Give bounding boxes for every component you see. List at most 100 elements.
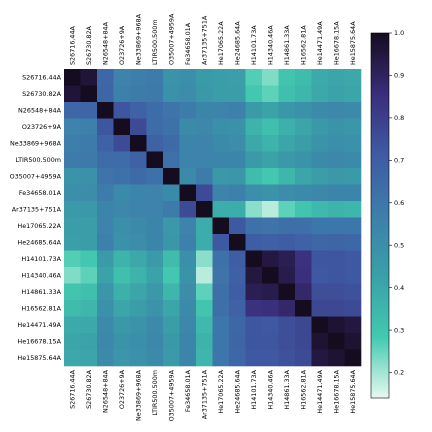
heatmap-cell bbox=[245, 168, 263, 185]
heatmap-cell bbox=[196, 201, 213, 218]
heatmap-cell bbox=[328, 250, 345, 268]
heatmap-cell bbox=[97, 283, 114, 301]
heatmap-cell bbox=[80, 69, 98, 86]
heatmap-cell bbox=[97, 151, 114, 169]
heatmap-cell bbox=[179, 234, 197, 251]
heatmap-cell bbox=[229, 267, 246, 284]
heatmap-cell bbox=[80, 85, 98, 103]
heatmap-cell bbox=[97, 168, 114, 185]
heatmap-cell bbox=[262, 283, 279, 301]
heatmap-cell bbox=[146, 300, 164, 317]
heatmap-cell bbox=[130, 118, 147, 136]
heatmap-cell bbox=[163, 234, 180, 251]
heatmap-cell bbox=[328, 300, 345, 317]
heatmap-cell bbox=[278, 283, 296, 301]
heatmap-cell bbox=[97, 135, 114, 152]
heatmap-cell bbox=[80, 283, 98, 301]
heatmap-cell bbox=[196, 300, 213, 317]
y-tick-label: O35007+4959A bbox=[10, 172, 62, 180]
heatmap-cell bbox=[146, 85, 164, 103]
heatmap-cell bbox=[179, 349, 197, 367]
x-tick-label-bottom: Fe34658.01A bbox=[184, 369, 192, 412]
heatmap-cell bbox=[328, 234, 345, 251]
heatmap-cell bbox=[196, 234, 213, 251]
heatmap-cell bbox=[229, 151, 246, 169]
heatmap-cell bbox=[179, 151, 197, 169]
heatmap-cell bbox=[64, 102, 81, 119]
heatmap-cell bbox=[328, 85, 345, 103]
heatmap-cell bbox=[113, 333, 131, 350]
heatmap-cell bbox=[80, 135, 98, 152]
heatmap-cell bbox=[229, 118, 246, 136]
heatmap-cell bbox=[130, 234, 147, 251]
heatmap-cell bbox=[80, 184, 98, 202]
heatmap-cell bbox=[245, 102, 263, 119]
heatmap-cell bbox=[196, 316, 213, 334]
heatmap-cell bbox=[328, 349, 345, 367]
heatmap-cell bbox=[130, 217, 147, 235]
heatmap-cell bbox=[146, 118, 164, 136]
heatmap-cell bbox=[80, 300, 98, 317]
heatmap-cell bbox=[311, 234, 329, 251]
heatmap-cell bbox=[344, 250, 362, 268]
heatmap-cell bbox=[196, 69, 213, 86]
y-tick-label: O23726+9A bbox=[22, 123, 62, 131]
heatmap-cell bbox=[311, 102, 329, 119]
heatmap-cell bbox=[295, 102, 312, 119]
heatmap-cell bbox=[64, 300, 81, 317]
x-tick-label-top: Ar37135+751A bbox=[200, 15, 208, 65]
heatmap-cell bbox=[212, 201, 230, 218]
heatmap-cell bbox=[64, 168, 81, 185]
heatmap-cell bbox=[278, 333, 296, 350]
x-tick-label-top: H16562.81A bbox=[299, 25, 307, 65]
colorbar-tick-label: 0.2 bbox=[394, 369, 404, 377]
x-tick-label-top: Ne33869+968A bbox=[134, 13, 142, 65]
heatmap-cell bbox=[344, 333, 362, 350]
heatmap-cell bbox=[295, 349, 312, 367]
heatmap-cell bbox=[245, 217, 263, 235]
heatmap-cell bbox=[245, 316, 263, 334]
heatmap-cell bbox=[163, 135, 180, 152]
x-tick-label-bottom: He14471.49A bbox=[316, 369, 324, 413]
heatmap-cell bbox=[80, 267, 98, 284]
x-tick-label-bottom: S26730.82A bbox=[85, 369, 93, 409]
heatmap-cell bbox=[295, 300, 312, 317]
heatmap-cell bbox=[146, 201, 164, 218]
heatmap-cell bbox=[179, 85, 197, 103]
x-tick-label-top: He17065.22A bbox=[217, 21, 225, 65]
x-tick-label-bottom: H14861.33A bbox=[283, 369, 291, 409]
heatmap-cell bbox=[196, 184, 213, 202]
heatmap-cell bbox=[344, 168, 362, 185]
heatmap-cell bbox=[163, 250, 180, 268]
heatmap-cell bbox=[146, 217, 164, 235]
y-tick-label: He14471.49A bbox=[17, 321, 61, 329]
heatmap-cell bbox=[163, 118, 180, 136]
x-tick-label-top: He14471.49A bbox=[316, 21, 324, 65]
x-tick-label-bottom: H14101.73A bbox=[250, 369, 258, 409]
heatmap-cell bbox=[295, 234, 312, 251]
heatmap-cell bbox=[245, 151, 263, 169]
heatmap-cell bbox=[344, 283, 362, 301]
heatmap-cell bbox=[146, 69, 164, 86]
x-tick-label-bottom: He24685.64A bbox=[233, 369, 241, 413]
heatmap-cell bbox=[262, 85, 279, 103]
heatmap-cell bbox=[262, 267, 279, 284]
colorbar-tick-label: 0.4 bbox=[394, 284, 404, 292]
heatmap-cell bbox=[212, 118, 230, 136]
heatmap-cell bbox=[262, 250, 279, 268]
heatmap-cell bbox=[229, 184, 246, 202]
heatmap-cell bbox=[278, 151, 296, 169]
heatmap-cell bbox=[179, 267, 197, 284]
heatmap-cell bbox=[229, 69, 246, 86]
y-tick-label: N26548+84A bbox=[18, 106, 62, 114]
heatmap-cell bbox=[130, 300, 147, 317]
heatmap-cell bbox=[113, 250, 131, 268]
heatmap-cell bbox=[179, 102, 197, 119]
x-tick-label-bottom: S26716.44A bbox=[68, 369, 76, 409]
heatmap-cell bbox=[97, 349, 114, 367]
heatmap-cell bbox=[179, 250, 197, 268]
heatmap-cell bbox=[212, 69, 230, 86]
heatmap-cell bbox=[262, 135, 279, 152]
heatmap-cell bbox=[146, 283, 164, 301]
